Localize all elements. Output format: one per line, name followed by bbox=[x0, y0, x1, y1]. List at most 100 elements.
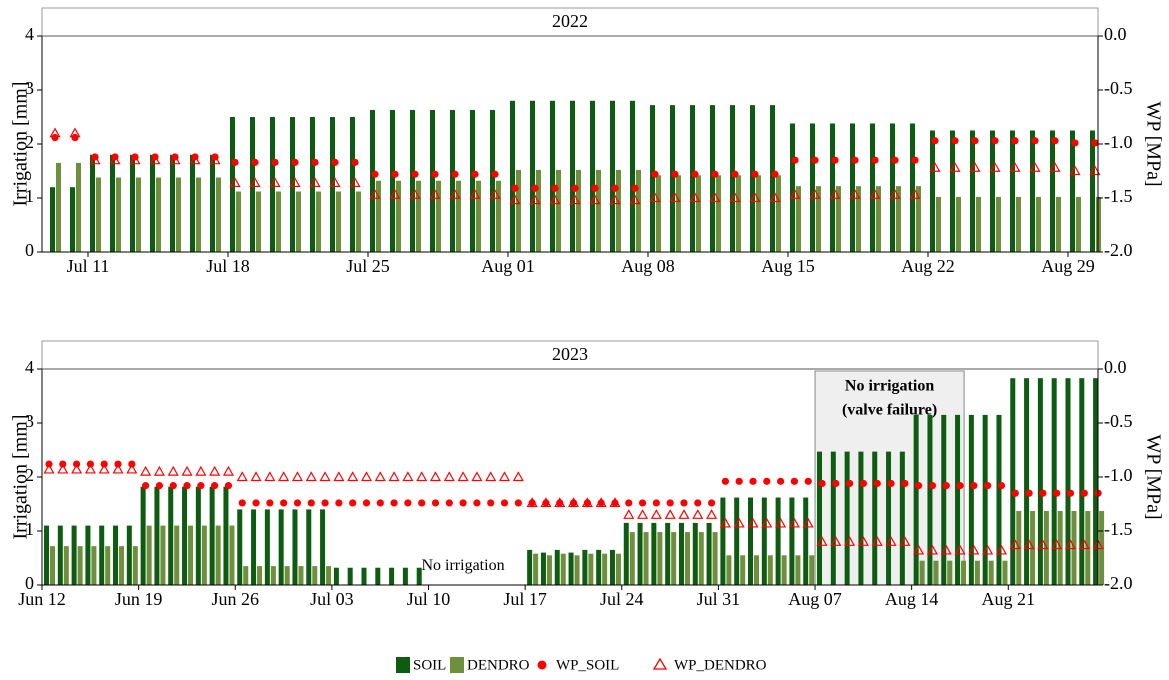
bar bbox=[476, 180, 481, 252]
wp-point bbox=[331, 158, 339, 166]
bar bbox=[132, 546, 138, 585]
bar bbox=[110, 154, 115, 252]
bar bbox=[756, 175, 761, 252]
wp-triangle bbox=[98, 463, 110, 474]
bar bbox=[748, 497, 753, 585]
wp-triangle bbox=[650, 509, 662, 519]
wp-point bbox=[431, 499, 440, 507]
bar bbox=[1065, 378, 1071, 585]
wp-triangle bbox=[669, 192, 681, 203]
wp-triangle bbox=[289, 177, 301, 187]
wp-triangle bbox=[968, 544, 980, 555]
wp-point bbox=[951, 137, 959, 145]
legend-item: DENDRO bbox=[450, 657, 530, 673]
wp-triangle bbox=[509, 194, 521, 205]
bar bbox=[789, 497, 795, 585]
bar bbox=[57, 525, 63, 585]
bar bbox=[830, 451, 836, 585]
wp-point bbox=[846, 479, 854, 488]
wp-point bbox=[1025, 489, 1033, 497]
wp-point bbox=[651, 170, 659, 178]
wp-point bbox=[751, 170, 759, 178]
bar bbox=[257, 566, 263, 585]
bar bbox=[284, 566, 290, 585]
bar bbox=[1090, 130, 1095, 252]
wp-point bbox=[873, 479, 881, 488]
legend-item: SOIL bbox=[396, 657, 446, 673]
wp-triangle bbox=[469, 189, 481, 199]
bar bbox=[574, 555, 580, 585]
wp-point bbox=[280, 499, 288, 507]
wp-triangle bbox=[409, 189, 421, 199]
wp-triangle bbox=[849, 189, 861, 199]
bar bbox=[602, 553, 608, 585]
y2-axis-label: WP [MPa] bbox=[1142, 101, 1164, 186]
bar bbox=[576, 169, 581, 252]
wp-point bbox=[591, 184, 599, 192]
wp-triangle bbox=[802, 517, 814, 528]
wp-triangle bbox=[549, 194, 561, 205]
bar bbox=[941, 414, 947, 585]
wp-triangle bbox=[940, 544, 952, 555]
wp-point bbox=[371, 170, 379, 178]
bar bbox=[830, 123, 835, 252]
wp-triangle bbox=[789, 189, 801, 199]
wp-triangle bbox=[489, 189, 501, 199]
bar bbox=[734, 497, 740, 585]
wp-triangle bbox=[1037, 539, 1049, 550]
wp-triangle bbox=[761, 517, 773, 528]
legend-item: WP_SOIL bbox=[537, 657, 619, 673]
bar bbox=[590, 100, 595, 252]
bar bbox=[976, 196, 981, 252]
bar bbox=[629, 532, 635, 585]
wp-triangle bbox=[775, 517, 787, 528]
bar bbox=[706, 522, 712, 585]
bar bbox=[90, 154, 95, 252]
wp-point bbox=[691, 170, 699, 178]
wp-point bbox=[155, 482, 164, 490]
bar bbox=[1079, 378, 1085, 585]
wp-triangle bbox=[471, 471, 483, 482]
wp-triangle bbox=[788, 517, 800, 528]
x-tick-label: Jun 26 bbox=[211, 589, 259, 609]
y-tick-label: 2 bbox=[25, 132, 34, 152]
bar bbox=[550, 100, 555, 252]
bar bbox=[116, 177, 121, 252]
wp-point bbox=[1051, 137, 1059, 145]
wp-triangle bbox=[249, 177, 261, 187]
wp-point bbox=[804, 477, 812, 485]
wp-point bbox=[1071, 139, 1079, 147]
x-tick-label: Aug 15 bbox=[761, 256, 815, 276]
x-tick-label: Aug 07 bbox=[788, 589, 842, 609]
x-tick-label: Jul 18 bbox=[206, 256, 250, 276]
wp-point bbox=[711, 170, 719, 178]
wp-triangle bbox=[623, 509, 635, 519]
bar bbox=[656, 175, 661, 252]
bar bbox=[146, 525, 152, 585]
bar bbox=[858, 451, 864, 585]
bar bbox=[936, 196, 941, 252]
y-tick-label: 0 bbox=[25, 573, 34, 593]
bar bbox=[156, 177, 161, 252]
bar bbox=[817, 451, 823, 585]
legend-label: DENDRO bbox=[467, 657, 530, 673]
wp-triangle bbox=[209, 154, 221, 165]
wp-triangle bbox=[749, 192, 761, 203]
wp-point bbox=[169, 482, 177, 490]
wp-point bbox=[671, 170, 679, 178]
legend-label: WP_DENDRO bbox=[674, 657, 767, 673]
x-tick-label: Jul 25 bbox=[346, 256, 390, 276]
bar bbox=[176, 177, 181, 252]
wp-point bbox=[891, 156, 899, 164]
wp-point bbox=[1031, 137, 1039, 145]
wp-triangle bbox=[885, 536, 897, 546]
y2-tick-label: -1.0 bbox=[1104, 132, 1133, 152]
wp-triangle bbox=[347, 471, 359, 482]
legend-swatch bbox=[652, 657, 668, 670]
bar bbox=[546, 555, 552, 585]
wp-point bbox=[731, 170, 739, 178]
bar bbox=[264, 509, 270, 585]
bar bbox=[370, 109, 375, 252]
bar bbox=[1016, 196, 1021, 252]
wp-triangle bbox=[1078, 539, 1090, 550]
